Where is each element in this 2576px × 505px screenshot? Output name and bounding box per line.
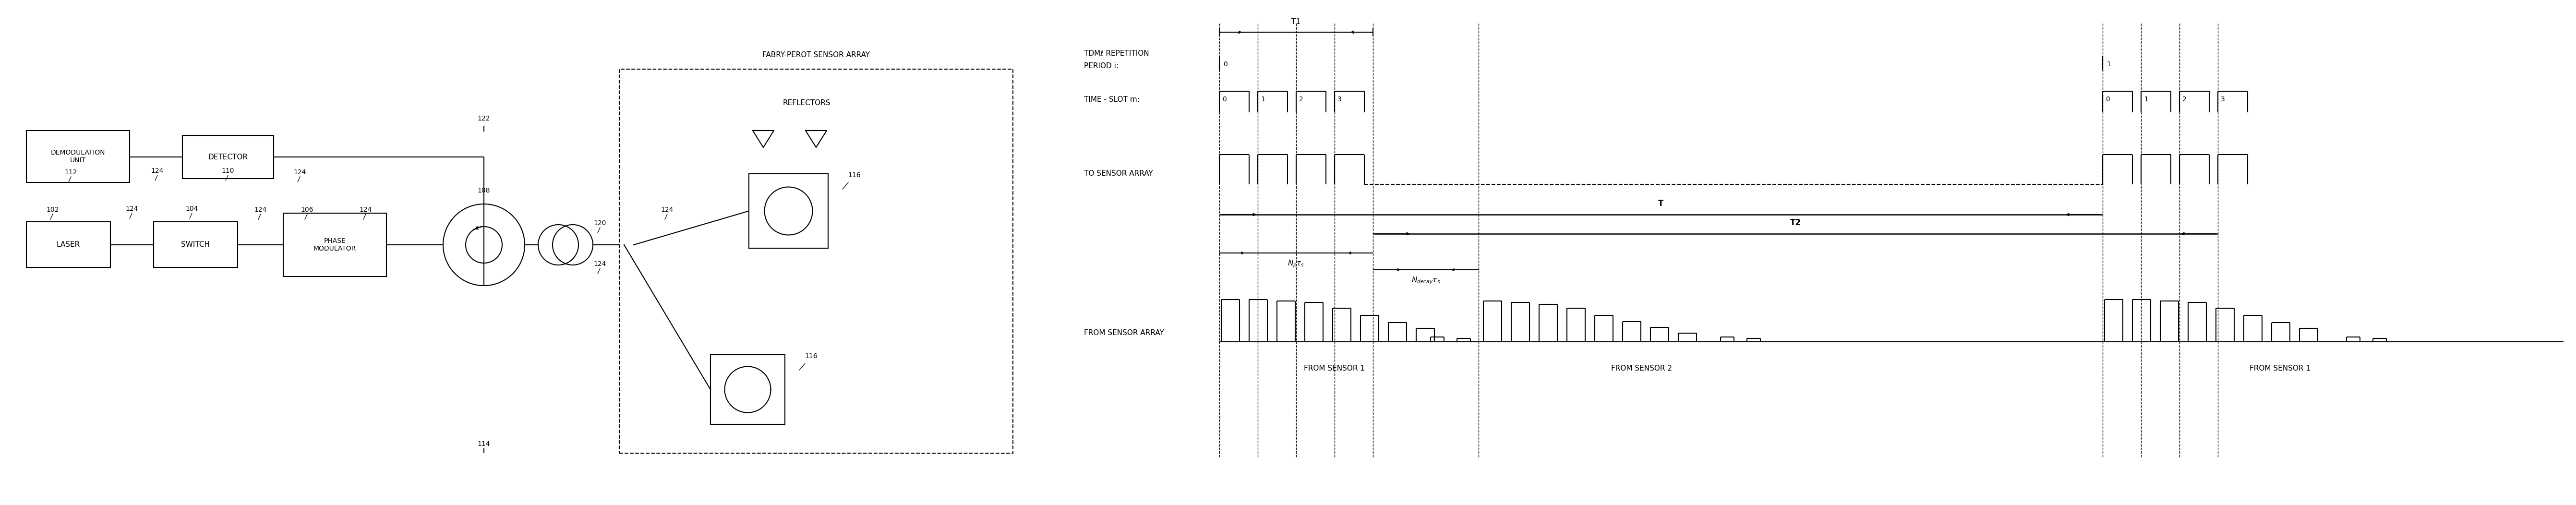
- Text: REFLECTORS: REFLECTORS: [783, 99, 829, 107]
- Text: 124: 124: [662, 207, 672, 213]
- Bar: [183, 135, 273, 179]
- Text: FROM SENSOR 1: FROM SENSOR 1: [2249, 365, 2311, 372]
- Text: TIME - SLOT m:: TIME - SLOT m:: [1084, 96, 1139, 103]
- Text: DEMODULATION
UNIT: DEMODULATION UNIT: [52, 149, 106, 164]
- Text: 3: 3: [2221, 96, 2226, 103]
- Text: 124: 124: [361, 207, 371, 213]
- Text: 2: 2: [1298, 96, 1303, 103]
- Text: T2: T2: [1790, 219, 1801, 227]
- Text: T1: T1: [1291, 18, 1301, 25]
- Bar: [155, 222, 237, 267]
- Text: 122: 122: [477, 115, 489, 122]
- Text: 0: 0: [1224, 61, 1226, 68]
- Text: PERIOD i:: PERIOD i:: [1084, 62, 1118, 69]
- Text: TO SENSOR ARRAY: TO SENSOR ARRAY: [1084, 170, 1154, 177]
- Bar: [26, 222, 111, 267]
- Text: 120: 120: [592, 220, 605, 227]
- Text: TDMℓ REPETITION: TDMℓ REPETITION: [1084, 50, 1149, 58]
- Bar: [618, 69, 1012, 453]
- Text: FROM SENSOR 1: FROM SENSOR 1: [1303, 365, 1365, 372]
- Text: 124: 124: [592, 261, 605, 267]
- Text: 114: 114: [477, 441, 489, 447]
- Bar: [750, 174, 827, 248]
- Text: PHASE
MODULATOR: PHASE MODULATOR: [314, 237, 355, 252]
- Text: 124: 124: [255, 207, 268, 213]
- Text: DETECTOR: DETECTOR: [209, 154, 247, 161]
- Text: 106: 106: [301, 207, 314, 213]
- Text: 104: 104: [185, 206, 198, 212]
- Text: 108: 108: [477, 187, 489, 194]
- Text: 110: 110: [222, 168, 234, 174]
- Text: FROM SENSOR 2: FROM SENSOR 2: [1613, 365, 1672, 372]
- Text: 124: 124: [152, 168, 165, 174]
- Bar: [26, 131, 129, 182]
- Text: SWITCH: SWITCH: [180, 241, 209, 248]
- Bar: [711, 355, 786, 424]
- Text: 2: 2: [2182, 96, 2187, 103]
- Text: $N_p\tau_s$: $N_p\tau_s$: [1288, 259, 1303, 269]
- Text: LASER: LASER: [57, 241, 80, 248]
- Text: $N_{decay}\tau_s$: $N_{decay}\tau_s$: [1412, 276, 1440, 285]
- Text: FROM SENSOR ARRAY: FROM SENSOR ARRAY: [1084, 330, 1164, 337]
- Text: 124: 124: [126, 206, 139, 212]
- Text: T: T: [1659, 199, 1664, 208]
- Text: FABRY-PEROT SENSOR ARRAY: FABRY-PEROT SENSOR ARRAY: [762, 52, 871, 59]
- Bar: [283, 213, 386, 277]
- Text: 1: 1: [1260, 96, 1265, 103]
- Text: 124: 124: [294, 169, 307, 176]
- Text: 116: 116: [804, 353, 817, 360]
- Text: 1: 1: [2143, 96, 2148, 103]
- Text: 3: 3: [1337, 96, 1342, 103]
- Text: 0: 0: [1221, 96, 1226, 103]
- Text: 112: 112: [64, 169, 77, 176]
- Text: 102: 102: [46, 207, 59, 213]
- Text: 116: 116: [848, 172, 860, 179]
- Text: 0: 0: [2105, 96, 2110, 103]
- Text: 1: 1: [2107, 61, 2110, 68]
